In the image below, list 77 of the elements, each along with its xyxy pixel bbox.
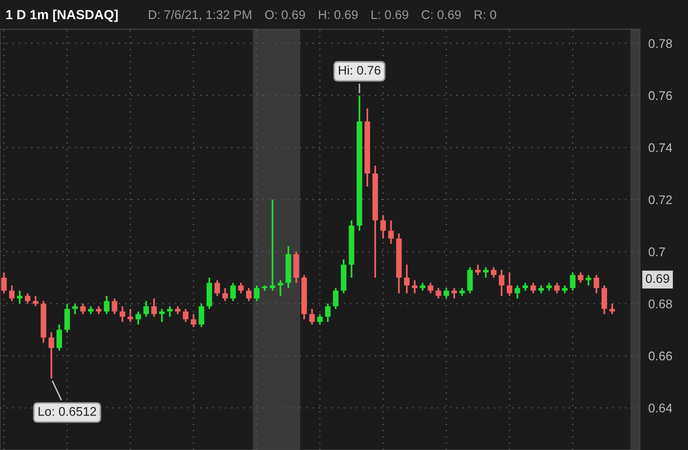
candlestick (214, 279, 220, 297)
y-tick-label: 0.7 (648, 247, 665, 256)
candlestick (198, 302, 204, 328)
candlestick (490, 266, 496, 278)
candlestick (167, 305, 173, 318)
y-tick-label: 0.68 (648, 299, 672, 308)
candlestick (554, 282, 560, 294)
candlestick (317, 313, 323, 326)
candlestick (230, 282, 236, 302)
candlestick (467, 266, 473, 294)
candlestick (570, 272, 576, 292)
y-tick-label: 0.78 (648, 39, 672, 48)
annotation: Lo: 0.6512 (38, 407, 96, 416)
candlestick (451, 287, 457, 300)
candlestick (404, 264, 410, 294)
candlestick (444, 287, 450, 300)
candlestick (112, 298, 118, 315)
candlestick (332, 287, 338, 310)
candlestick (578, 272, 584, 284)
candlestick (80, 302, 86, 315)
candlestick (16, 290, 23, 305)
candlestick (48, 331, 54, 380)
y-tick-label: 0.66 (648, 352, 672, 360)
candlestick (24, 292, 30, 305)
candlestick (1, 272, 7, 294)
candlestick (182, 308, 188, 323)
candlestick (609, 302, 615, 315)
text: L: 0.69 (372, 10, 408, 20)
candlestick (325, 302, 331, 323)
candlestick (246, 287, 252, 302)
candlestick (380, 214, 386, 240)
annotation: Hi: 0.76 (338, 66, 380, 75)
candlestick (586, 274, 592, 286)
candlestick (72, 302, 78, 315)
candlestick (190, 313, 196, 328)
candlestick (293, 250, 299, 284)
candlestick (498, 268, 504, 297)
candlestick (602, 284, 608, 315)
candlestick (120, 305, 126, 323)
chart-title: 1 D 1m [NASDAQ] (6, 10, 118, 22)
text: 0.69 (646, 274, 670, 283)
candlestick (254, 284, 260, 302)
candlestick (436, 287, 442, 300)
text: R: 0 (474, 10, 496, 20)
candlestick (135, 310, 141, 326)
candlestick (506, 272, 512, 297)
text: H: 0.69 (318, 10, 358, 20)
candlestick (309, 308, 315, 326)
candlestick (9, 284, 15, 302)
y-tick-label: 0.64 (648, 404, 672, 412)
candlestick (151, 298, 157, 318)
candlestick (270, 198, 276, 292)
candlestick (412, 279, 418, 294)
candlestick (159, 308, 165, 323)
candlestick (32, 295, 38, 308)
y-tick-label: 0.74 (648, 143, 672, 152)
candlestick (64, 302, 70, 334)
candlestick (143, 300, 149, 318)
candlestick (222, 287, 228, 302)
candlestick (104, 295, 110, 315)
text: D: 7/6/21, 1:32 PM (148, 10, 252, 21)
candlestick (278, 279, 284, 297)
candlestick (514, 284, 520, 300)
candlestick (594, 274, 600, 294)
candlestick (475, 264, 481, 276)
candlestick (483, 266, 489, 278)
text: O: 0.69 (265, 10, 305, 20)
candlestick (530, 282, 536, 294)
candlestick (206, 276, 212, 310)
candlestick (238, 282, 244, 294)
candlestick (128, 308, 134, 323)
y-tick-label: 0.76 (648, 91, 672, 100)
candlestick (388, 220, 394, 245)
candlestick (56, 324, 62, 352)
candlestick (428, 282, 434, 294)
text: C: 0.69 (422, 10, 461, 20)
y-tick-label: 0.72 (648, 195, 672, 204)
